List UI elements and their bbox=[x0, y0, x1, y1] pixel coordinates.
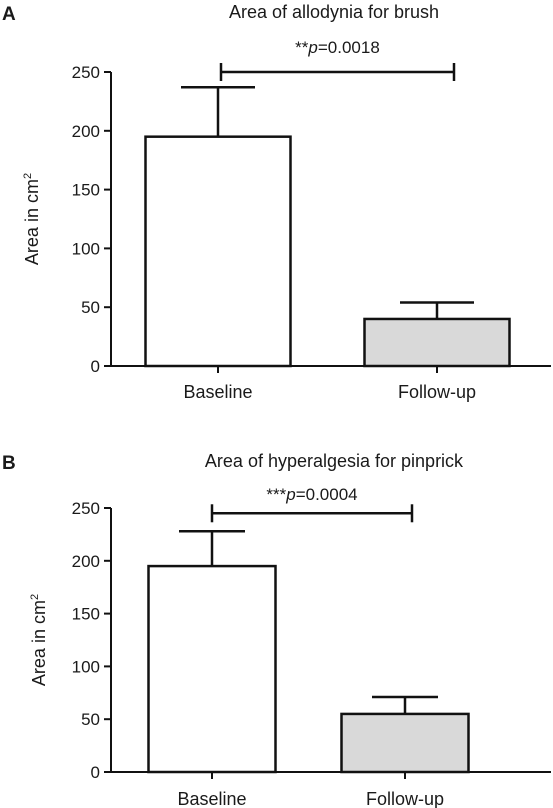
x-tick-label: Follow-up bbox=[366, 789, 444, 808]
y-tick-label: 100 bbox=[72, 239, 100, 258]
bar-follow-up bbox=[340, 712, 470, 774]
y-axis-label: Area in cm2 bbox=[22, 173, 42, 265]
panel-letter: B bbox=[2, 453, 16, 474]
y-axis-label: Area in cm2 bbox=[29, 594, 49, 686]
y-tick-label: 0 bbox=[91, 357, 100, 376]
significance-p-symbol: p bbox=[285, 485, 295, 504]
panel-letter: A bbox=[2, 4, 16, 25]
x-tick-label: Follow-up bbox=[398, 382, 476, 402]
y-tick-label: 50 bbox=[81, 298, 100, 317]
y-tick-label: 250 bbox=[72, 499, 100, 518]
y-axis-label-superscript: 2 bbox=[22, 173, 34, 179]
significance-p-value: =0.0004 bbox=[296, 485, 358, 504]
y-axis-label-text: Area in cm bbox=[22, 179, 42, 265]
significance-stars: *** bbox=[266, 485, 286, 504]
significance-stars: ** bbox=[295, 38, 309, 57]
y-tick-label: 200 bbox=[72, 122, 100, 141]
significance-label: ***p=0.0004 bbox=[266, 485, 357, 504]
y-tick-label: 0 bbox=[91, 763, 100, 782]
y-tick-label: 250 bbox=[72, 63, 100, 82]
y-tick-label: 150 bbox=[72, 605, 100, 624]
x-tick-label: Baseline bbox=[177, 789, 246, 808]
chart-panel-b: B Area of hyperalgesia for pinprick 0 50 100… bbox=[2, 451, 551, 808]
y-tick-label: 100 bbox=[72, 657, 100, 676]
chart-panel-a: A Area of allodynia for brush 0 50 100 150 200… bbox=[2, 2, 551, 402]
y-axis-label-superscript: 2 bbox=[29, 594, 41, 600]
significance-p-symbol: p bbox=[307, 38, 317, 57]
bar-baseline bbox=[144, 135, 292, 368]
significance-p-value: =0.0018 bbox=[318, 38, 380, 57]
y-axis-label-text: Area in cm bbox=[29, 600, 49, 686]
x-tick-label: Baseline bbox=[183, 382, 252, 402]
bar-follow-up bbox=[363, 317, 511, 368]
y-tick-label: 150 bbox=[72, 181, 100, 200]
significance-label: **p=0.0018 bbox=[295, 38, 380, 57]
bar-baseline bbox=[147, 564, 277, 774]
chart-title: Area of allodynia for brush bbox=[229, 2, 439, 22]
chart-title: Area of hyperalgesia for pinprick bbox=[205, 451, 464, 471]
y-tick-label: 50 bbox=[81, 710, 100, 729]
y-tick-label: 200 bbox=[72, 552, 100, 571]
